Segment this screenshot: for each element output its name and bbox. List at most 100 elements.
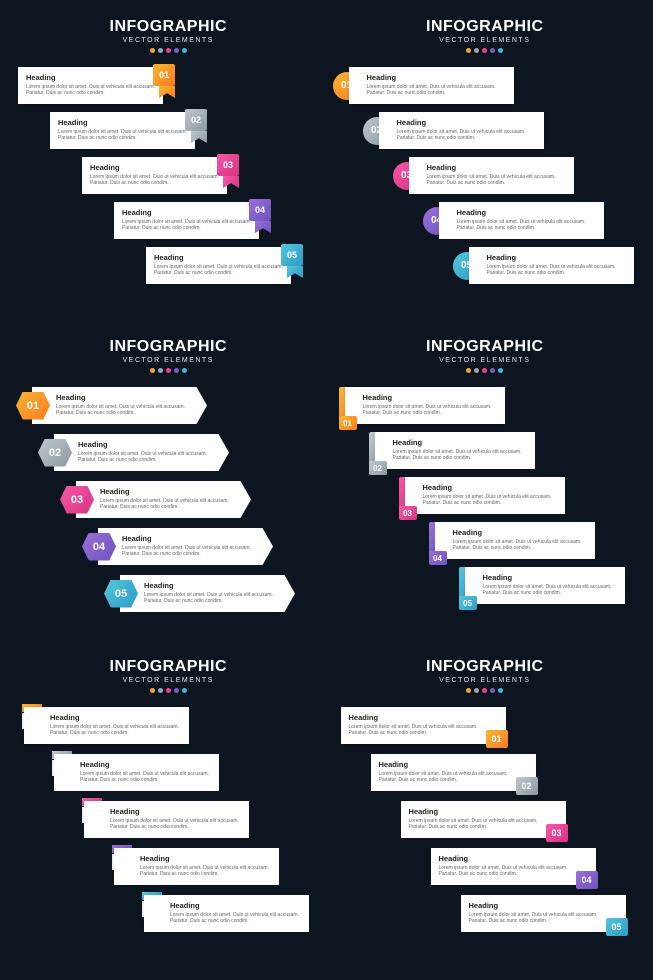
step-card: Heading Lorem ipsum dolor sit amet. Duis… [114,202,259,239]
step-body: Lorem ipsum dolor sit amet. Duis ut vehi… [379,771,510,785]
step-body: Lorem ipsum dolor sit amet. Duis ut vehi… [393,449,527,463]
step-card: Heading Lorem ipsum dolor sit amet. Duis… [379,112,544,149]
step-stack: 01 Heading Lorem ipsum dolor sit amet. D… [18,387,319,612]
step-body: Lorem ipsum dolor sit amet. Duis ut vehi… [100,498,243,512]
step-item: Heading Lorem ipsum dolor sit amet. Duis… [405,477,565,514]
step-body: Lorem ipsum dolor sit amet. Duis ut vehi… [469,912,600,926]
step-card: Heading Lorem ipsum dolor sit amet. Duis… [50,112,195,149]
step-number: 02 [516,777,538,795]
step-heading: Heading [110,807,241,816]
step-item: Heading Lorem ipsum dolor sit amet. Duis… [345,387,505,424]
step-heading: Heading [122,208,251,217]
step-stack: Heading Lorem ipsum dolor sit amet. Duis… [335,707,636,932]
dot [150,48,155,53]
step-card: Heading Lorem ipsum dolor sit amet. Duis… [465,567,625,604]
title-block: INFOGRAPHIC VECTOR ELEMENTS [335,338,636,373]
step-stack: Heading Lorem ipsum dolor sit amet. Duis… [18,67,319,284]
subtitle: VECTOR ELEMENTS [18,677,319,684]
dot [166,48,171,53]
step-number: 05 [459,596,477,610]
step-heading: Heading [427,163,566,172]
dot [466,48,471,53]
step-body: Lorem ipsum dolor sit amet. Duis ut vehi… [56,404,199,418]
dot [466,688,471,693]
ribbon-icon [159,86,175,98]
dot [182,48,187,53]
step-card: Heading Lorem ipsum dolor sit amet. Duis… [54,434,229,471]
dot [490,48,495,53]
step-item: Heading Lorem ipsum dolor sit amet. Duis… [435,522,595,559]
step-number: 03 [217,154,239,176]
step-number: 02 [38,439,72,467]
step-heading: Heading [100,487,243,496]
step-body: Lorem ipsum dolor sit amet. Duis ut vehi… [457,219,596,233]
step-item: 02 Heading Lorem ipsum dolor sit amet. D… [54,754,219,791]
step-heading: Heading [78,440,221,449]
step-number: 01 [339,416,357,430]
step-heading: Heading [487,253,626,262]
step-heading: Heading [397,118,536,127]
panel-box-right: INFOGRAPHIC VECTOR ELEMENTS Heading Lore… [327,650,644,970]
step-heading: Heading [90,163,219,172]
subtitle: VECTOR ELEMENTS [335,677,636,684]
step-heading: Heading [56,393,199,402]
subtitle: VECTOR ELEMENTS [335,37,636,44]
step-item: Heading Lorem ipsum dolor sit amet. Duis… [431,848,596,885]
step-number: 02 [369,461,387,475]
title-block: INFOGRAPHIC VECTOR ELEMENTS [18,658,319,693]
step-item: 01 Heading Lorem ipsum dolor sit amet. D… [24,707,189,744]
step-heading: Heading [409,807,540,816]
dot [150,368,155,373]
step-card: Heading Lorem ipsum dolor sit amet. Duis… [405,477,565,514]
step-card: Heading Lorem ipsum dolor sit amet. Duis… [371,754,536,791]
step-heading: Heading [453,528,587,537]
step-body: Lorem ipsum dolor sit amet. Duis ut vehi… [78,451,221,465]
dot [174,48,179,53]
step-heading: Heading [140,854,271,863]
panel-circle: INFOGRAPHIC VECTOR ELEMENTS 01 Heading L… [327,10,644,330]
dot [166,688,171,693]
dot [498,368,503,373]
subtitle: VECTOR ELEMENTS [335,357,636,364]
step-body: Lorem ipsum dolor sit amet. Duis ut vehi… [144,592,287,606]
step-heading: Heading [393,438,527,447]
dot [182,688,187,693]
step-heading: Heading [483,573,617,582]
step-number: 04 [249,199,271,221]
step-item: Heading Lorem ipsum dolor sit amet. Duis… [82,157,227,194]
dot [498,48,503,53]
title-block: INFOGRAPHIC VECTOR ELEMENTS [18,18,319,53]
step-heading: Heading [154,253,283,262]
step-item: Heading Lorem ipsum dolor sit amet. Duis… [375,432,535,469]
subtitle: VECTOR ELEMENTS [18,357,319,364]
step-card: Heading Lorem ipsum dolor sit amet. Duis… [431,848,596,885]
step-card: Heading Lorem ipsum dolor sit amet. Duis… [146,247,291,284]
step-card: Heading Lorem ipsum dolor sit amet. Duis… [439,202,604,239]
step-item: 02 Heading Lorem ipsum dolor sit amet. D… [54,434,229,471]
step-card: Heading Lorem ipsum dolor sit amet. Duis… [76,481,251,518]
step-stack: Heading Lorem ipsum dolor sit amet. Duis… [335,387,636,604]
dot [158,48,163,53]
step-body: Lorem ipsum dolor sit amet. Duis ut vehi… [80,771,211,785]
palette-dots [18,368,319,373]
step-heading: Heading [469,901,600,910]
step-item: 05 Heading Lorem ipsum dolor sit amet. D… [469,247,634,284]
step-body: Lorem ipsum dolor sit amet. Duis ut vehi… [439,865,570,879]
palette-dots [335,688,636,693]
step-body: Lorem ipsum dolor sit amet. Duis ut vehi… [170,912,301,926]
step-body: Lorem ipsum dolor sit amet. Duis ut vehi… [110,818,241,832]
ribbon-icon [191,131,207,143]
step-heading: Heading [50,713,181,722]
step-number: 03 [60,486,94,514]
step-card: Heading Lorem ipsum dolor sit amet. Duis… [120,575,295,612]
step-stack: 01 Heading Lorem ipsum dolor sit amet. D… [18,707,319,932]
dot [498,688,503,693]
step-body: Lorem ipsum dolor sit amet. Duis ut vehi… [58,129,187,143]
step-heading: Heading [58,118,187,127]
step-body: Lorem ipsum dolor sit amet. Duis ut vehi… [367,84,506,98]
step-stack: 01 Heading Lorem ipsum dolor sit amet. D… [335,67,636,284]
step-item: 05 Heading Lorem ipsum dolor sit amet. D… [144,895,309,932]
dot [490,368,495,373]
step-number: 03 [546,824,568,842]
subtitle: VECTOR ELEMENTS [18,37,319,44]
